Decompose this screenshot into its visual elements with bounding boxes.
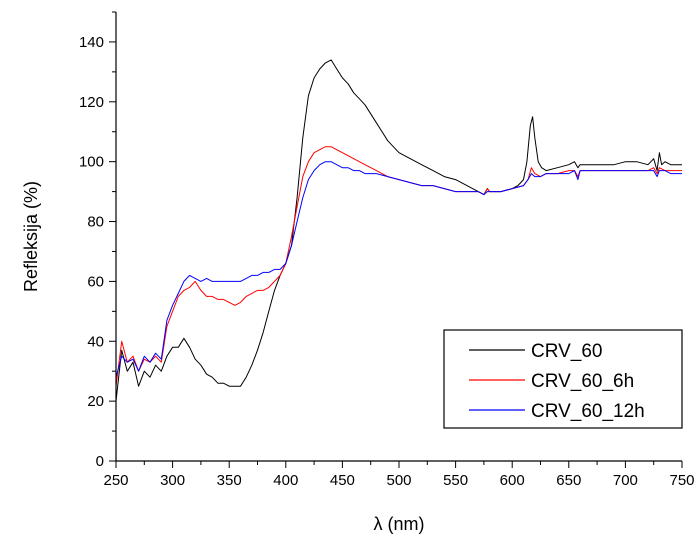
- y-tick-label: 40: [87, 333, 104, 350]
- series-line-1: [115, 59, 682, 402]
- x-tick-label: 600: [500, 472, 525, 489]
- x-tick-label: 400: [273, 472, 298, 489]
- legend-label-2: CRV_60_6h: [531, 371, 634, 392]
- x-tick-label: 300: [160, 472, 185, 489]
- x-tick-label: 750: [669, 472, 694, 489]
- legend-label-1: CRV_60: [531, 341, 602, 362]
- x-ticks: 250 300 350 400 450 500 550 600 650 700 750: [103, 461, 695, 489]
- x-tick-label: 350: [217, 472, 242, 489]
- x-axis-label: λ (nm): [374, 514, 425, 534]
- legend-label-3: CRV_60_12h: [531, 401, 645, 422]
- series-group: [115, 59, 682, 402]
- x-tick-label: 250: [103, 472, 128, 489]
- legend-box: [443, 329, 683, 429]
- x-tick-label: 650: [556, 472, 581, 489]
- y-tick-label: 120: [79, 94, 104, 111]
- y-tick-label: 20: [87, 393, 104, 410]
- x-tick-label: 700: [613, 472, 638, 489]
- y-tick-label: 60: [87, 273, 104, 290]
- series-line-3: [115, 161, 682, 378]
- y-tick-label: 80: [87, 214, 104, 231]
- x-tick-label: 550: [443, 472, 468, 489]
- x-tick-label: 450: [330, 472, 355, 489]
- x-tick-label: 500: [386, 472, 411, 489]
- y-tick-label: 140: [79, 34, 104, 51]
- y-tick-label: 100: [79, 154, 104, 171]
- y-axis-label: Refleksija (%): [21, 181, 41, 292]
- y-ticks: 0 20 40 60 80 100 120 140: [79, 11, 116, 470]
- legend: CRV_60 CRV_60_6h CRV_60_12h: [443, 329, 683, 429]
- y-tick-label: 0: [96, 453, 104, 470]
